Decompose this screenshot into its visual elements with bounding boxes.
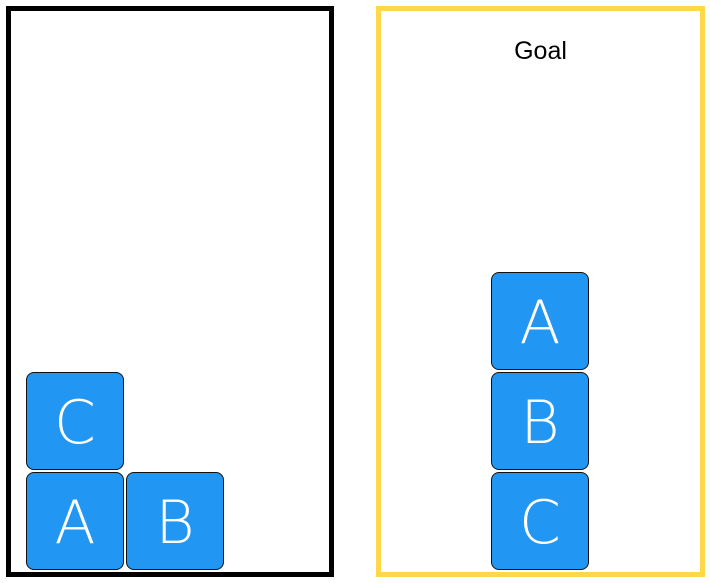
workspace-panel: C A B	[6, 6, 334, 577]
block-label: A	[519, 288, 561, 358]
goal-block-c: C	[491, 472, 589, 570]
block-label: C	[519, 488, 561, 558]
block-label: B	[155, 488, 195, 558]
goal-block-b: B	[491, 372, 589, 470]
block-c[interactable]: C	[26, 372, 124, 470]
goal-block-a: A	[491, 272, 589, 370]
block-label: B	[520, 388, 560, 458]
block-a[interactable]: A	[26, 472, 124, 570]
block-label: A	[54, 488, 96, 558]
block-b[interactable]: B	[126, 472, 224, 570]
block-label: C	[54, 388, 96, 458]
goal-title: Goal	[514, 37, 567, 65]
goal-panel: Goal A B C	[376, 6, 705, 577]
